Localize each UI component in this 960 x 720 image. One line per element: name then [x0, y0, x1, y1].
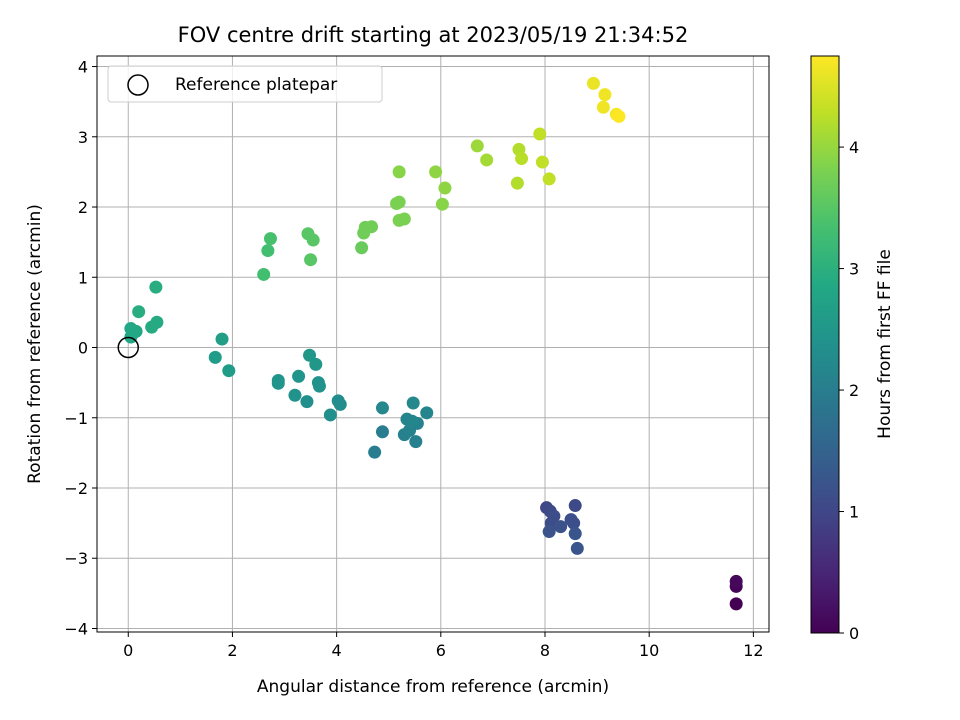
- data-point: [365, 220, 379, 234]
- scatter-points: [124, 76, 743, 611]
- data-point: [596, 100, 610, 114]
- data-point: [542, 172, 556, 186]
- data-point: [405, 414, 419, 428]
- data-point: [533, 127, 547, 141]
- data-point: [568, 499, 582, 513]
- data-point: [261, 244, 275, 258]
- colorbar-tick-label: 4: [849, 138, 859, 157]
- y-axis-label: Rotation from reference (arcmin): [25, 204, 45, 484]
- legend-open-circle-marker: [127, 74, 149, 96]
- data-point: [124, 322, 138, 336]
- data-point: [257, 267, 271, 281]
- data-point: [570, 541, 584, 555]
- data-point: [312, 379, 326, 393]
- legend-box: [107, 65, 383, 103]
- data-point: [480, 153, 494, 167]
- data-point: [303, 348, 317, 362]
- x-tick-label: 2: [227, 641, 237, 660]
- colorbar-tick-label: 0: [849, 624, 859, 643]
- data-point: [215, 332, 229, 346]
- data-point: [420, 406, 434, 420]
- data-point: [323, 408, 337, 422]
- grid-lines: [97, 56, 769, 632]
- data-point: [306, 233, 320, 247]
- data-point: [392, 195, 406, 209]
- data-point: [355, 241, 369, 255]
- data-point: [409, 435, 423, 449]
- x-axis-ticks: 0 2 4 6 8 10 12: [123, 632, 764, 660]
- x-tick-label: 8: [540, 641, 550, 660]
- data-point: [510, 176, 524, 190]
- data-point: [729, 597, 743, 611]
- data-point: [567, 516, 581, 530]
- data-point: [535, 155, 549, 169]
- data-point: [729, 574, 743, 588]
- chart-title: FOV centre drift starting at 2023/05/19 …: [178, 23, 689, 47]
- data-point: [208, 350, 222, 364]
- data-point: [271, 376, 285, 390]
- data-point: [515, 152, 529, 166]
- data-point: [309, 357, 323, 371]
- colorbar: 0 1 2 3 4 Hours from first FF file: [810, 55, 895, 643]
- data-point: [368, 445, 382, 459]
- data-point: [292, 369, 306, 383]
- colorbar-tick-label: 2: [849, 381, 859, 400]
- x-tick-label: 10: [639, 641, 659, 660]
- legend: Reference platepar: [107, 65, 383, 103]
- reference-platepar-marker: [117, 336, 140, 359]
- data-point: [554, 520, 568, 534]
- data-point: [568, 527, 582, 541]
- data-point: [586, 76, 600, 90]
- data-point: [333, 397, 347, 411]
- legend-entry-label: Reference platepar: [175, 75, 337, 95]
- data-point: [542, 525, 556, 539]
- data-point: [612, 109, 626, 123]
- y-tick-label: 4: [78, 58, 88, 77]
- data-point: [406, 396, 420, 410]
- colorbar-gradient: [810, 55, 840, 634]
- data-point: [222, 364, 236, 378]
- data-point: [304, 253, 318, 267]
- plot-frame: [96, 55, 770, 633]
- data-point: [150, 315, 164, 329]
- data-point: [429, 165, 443, 179]
- data-point: [300, 395, 314, 409]
- colorbar-ticks: 0 1 2 3 4: [839, 138, 859, 643]
- data-point: [392, 165, 406, 179]
- x-tick-label: 6: [436, 641, 446, 660]
- data-point: [470, 139, 484, 153]
- data-point: [375, 401, 389, 415]
- y-tick-label: 2: [78, 198, 88, 217]
- y-tick-label: 3: [78, 128, 88, 147]
- data-point: [438, 181, 452, 195]
- y-tick-label: −2: [64, 479, 88, 498]
- colorbar-tick-label: 1: [849, 503, 859, 522]
- y-tick-label: −1: [64, 409, 88, 428]
- data-point: [149, 280, 163, 294]
- y-tick-label: −4: [64, 619, 88, 638]
- data-point: [263, 232, 277, 246]
- x-axis-label: Angular distance from reference (arcmin): [257, 677, 609, 697]
- data-point: [397, 212, 411, 226]
- data-point: [598, 88, 612, 102]
- data-point: [132, 305, 146, 319]
- data-point: [375, 425, 389, 439]
- colorbar-tick-label: 3: [849, 260, 859, 279]
- x-tick-label: 4: [332, 641, 342, 660]
- y-tick-label: 1: [78, 268, 88, 287]
- data-point: [435, 197, 449, 211]
- x-tick-label: 12: [743, 641, 763, 660]
- y-axis-ticks: −4 −3 −2 −1 0 1 2 3 4: [64, 58, 97, 638]
- data-point: [288, 388, 302, 402]
- x-tick-label: 0: [123, 641, 133, 660]
- reference-marker-layer: [117, 336, 140, 359]
- y-tick-label: 0: [78, 339, 88, 358]
- colorbar-label: Hours from first FF file: [875, 249, 895, 439]
- y-tick-label: −3: [64, 549, 88, 568]
